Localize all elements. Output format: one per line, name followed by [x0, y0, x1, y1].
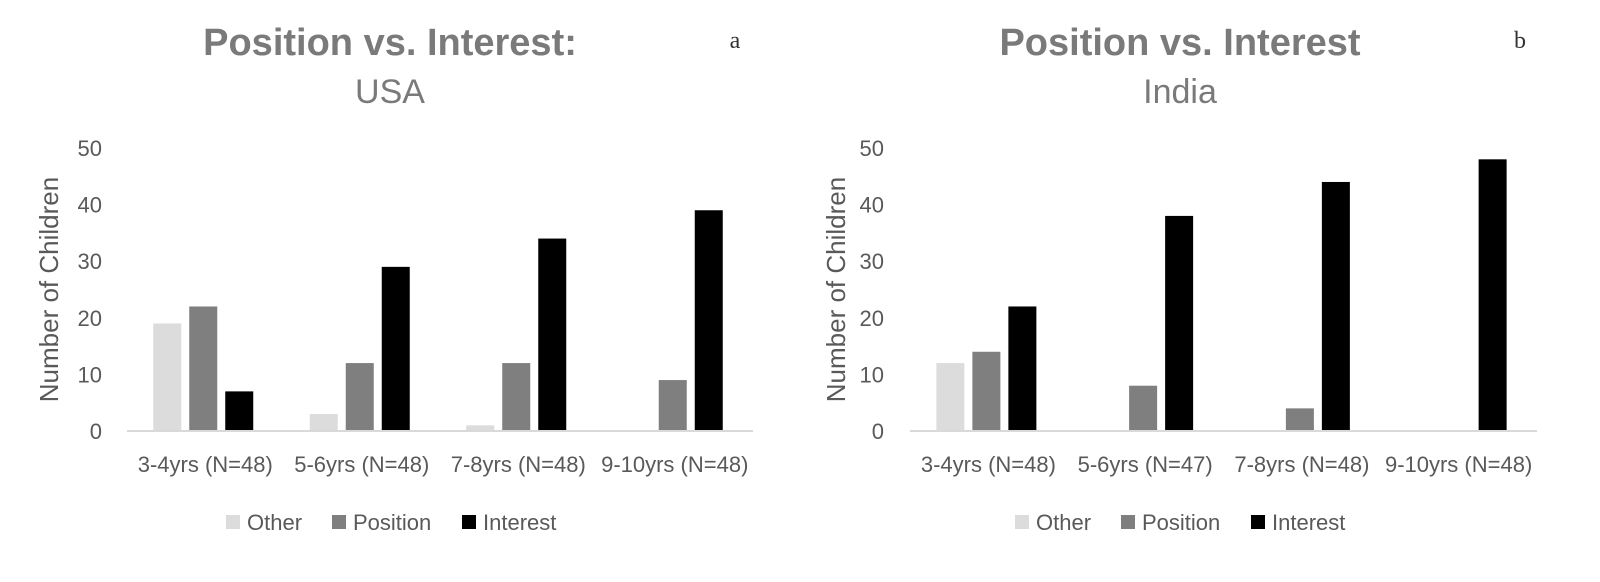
x-category-label: 5-6yrs (N=48): [294, 452, 429, 477]
bar-interest: [1008, 306, 1037, 431]
chart-subtitle: USA: [355, 73, 425, 111]
legend-swatch-position: [1121, 515, 1135, 529]
x-category-label: 7-8yrs (N=48): [451, 452, 586, 477]
bar-other: [153, 323, 182, 431]
y-tick-label: 10: [860, 362, 884, 387]
chart-title: Position vs. Interest: [999, 22, 1360, 64]
x-category-label: 3-4yrs (N=48): [921, 452, 1056, 477]
legend-swatch-interest: [1251, 515, 1265, 529]
y-axis-label: Number of Children: [34, 177, 64, 402]
legend-swatch-other: [226, 515, 240, 529]
bar-interest: [1321, 181, 1350, 431]
legend-label-interest: Interest: [483, 510, 556, 535]
chart-title: Position vs. Interest:: [203, 22, 577, 64]
chart-subtitle: India: [1143, 73, 1217, 111]
bar-other: [466, 425, 495, 431]
legend-swatch-interest: [462, 515, 476, 529]
bar-interest: [381, 266, 410, 431]
y-tick-label: 50: [78, 136, 102, 161]
bar-interest: [1478, 159, 1507, 431]
x-category-label: 5-6yrs (N=47): [1078, 452, 1213, 477]
y-tick-label: 0: [90, 419, 102, 444]
x-category-label: 3-4yrs (N=48): [138, 452, 273, 477]
y-axis-label: Number of Children: [821, 177, 851, 402]
legend-label-interest: Interest: [1272, 510, 1345, 535]
bar-position: [1129, 385, 1158, 431]
bar-position: [189, 306, 218, 431]
legend-label-other: Other: [1036, 510, 1091, 535]
bar-interest: [1165, 215, 1194, 431]
x-category-label: 7-8yrs (N=48): [1234, 452, 1369, 477]
legend-swatch-other: [1015, 515, 1029, 529]
y-tick-label: 30: [78, 249, 102, 274]
y-tick-label: 0: [872, 419, 884, 444]
bar-position: [972, 351, 1001, 431]
bar-other: [309, 414, 338, 431]
bar-interest: [538, 238, 567, 431]
legend-label-position: Position: [353, 510, 431, 535]
panel-letter: b: [1514, 28, 1526, 54]
y-tick-label: 40: [860, 193, 884, 218]
bar-position: [1285, 408, 1314, 431]
bar-interest: [694, 210, 723, 431]
legend-swatch-position: [332, 515, 346, 529]
x-category-label: 9-10yrs (N=48): [1385, 452, 1532, 477]
y-tick-label: 30: [860, 249, 884, 274]
y-tick-label: 50: [860, 136, 884, 161]
y-tick-label: 20: [78, 306, 102, 331]
bar-other: [936, 363, 965, 431]
bar-position: [345, 363, 374, 431]
chart-panel-india: Position vs. Interest India b 0 10 20 30 40 50 Nu…: [821, 22, 1537, 535]
y-tick-label: 20: [860, 306, 884, 331]
panel-letter: a: [730, 28, 741, 54]
legend-label-other: Other: [247, 510, 302, 535]
y-tick-label: 10: [78, 362, 102, 387]
bar-position: [502, 363, 531, 431]
y-tick-label: 40: [78, 193, 102, 218]
bar-position: [658, 380, 687, 431]
chart-panel-usa: Position vs. Interest: USA a 0 10 20 30 40 50 Num…: [34, 22, 753, 535]
x-category-label: 9-10yrs (N=48): [601, 452, 748, 477]
bar-interest: [225, 391, 254, 431]
legend-label-position: Position: [1142, 510, 1220, 535]
